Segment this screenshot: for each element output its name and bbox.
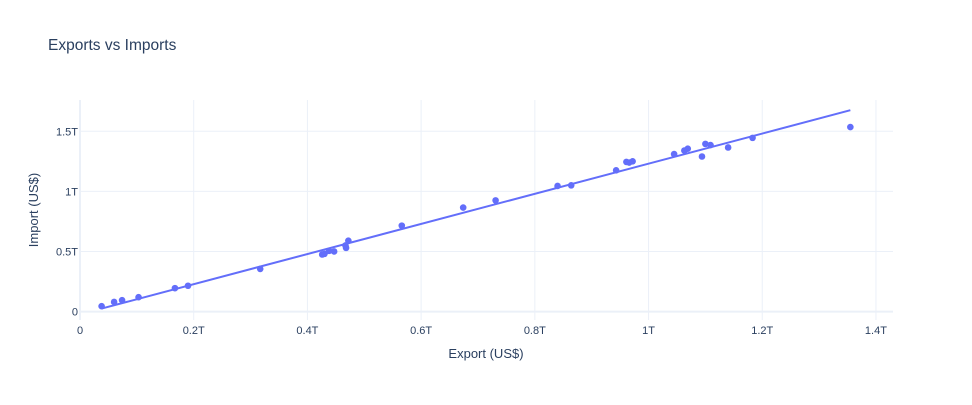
y-tick-label: 1T [65, 186, 78, 198]
data-point[interactable] [702, 140, 709, 148]
x-axis-title: Export (US$) [448, 346, 523, 361]
data-point[interactable] [698, 153, 706, 160]
trend-line [101, 109, 851, 310]
data-point[interactable] [554, 182, 561, 190]
y-axis-ticks: 0 0.5T 1T 1.5T [56, 126, 78, 318]
x-tick-label: 0.6T [410, 325, 432, 337]
data-point[interactable] [330, 248, 338, 255]
data-point[interactable] [459, 204, 467, 211]
data-point[interactable] [670, 150, 678, 158]
data-point[interactable] [684, 145, 692, 152]
chart-title: Exports vs Imports [48, 37, 177, 54]
data-point[interactable] [707, 141, 714, 149]
data-point[interactable] [847, 123, 854, 131]
x-tick-label: 1T [642, 325, 655, 337]
gridlines [79, 100, 893, 320]
data-point[interactable] [612, 167, 620, 174]
y-tick-label: 0.5T [56, 246, 78, 258]
data-point[interactable] [171, 284, 179, 292]
data-point[interactable] [184, 282, 192, 290]
data-point[interactable] [749, 134, 756, 142]
x-tick-label: 1.2T [751, 325, 773, 337]
data-point[interactable] [345, 237, 352, 244]
data-point[interactable] [110, 298, 118, 306]
y-tick-label: 1.5T [56, 126, 78, 138]
x-tick-label: 0.2T [183, 325, 205, 337]
data-point[interactable] [256, 265, 264, 273]
x-axis-ticks: 0 0.2T 0.4T 0.6T 0.8T 1T 1.2T 1.4T [77, 325, 887, 337]
data-point[interactable] [398, 222, 406, 229]
x-tick-label: 1.4T [865, 325, 887, 337]
series-layer [98, 109, 854, 310]
x-tick-label: 0.4T [296, 325, 318, 337]
data-point[interactable] [567, 182, 575, 189]
data-point[interactable] [135, 293, 142, 301]
data-point[interactable] [98, 302, 105, 310]
y-axis-title: Import (US$) [26, 173, 41, 247]
x-tick-label: 0.8T [524, 325, 546, 337]
data-point[interactable] [342, 244, 350, 252]
data-point[interactable] [118, 296, 126, 304]
data-point[interactable] [325, 247, 333, 255]
x-tick-label: 0 [77, 325, 83, 337]
data-point[interactable] [629, 158, 636, 165]
data-point[interactable] [724, 144, 732, 151]
y-tick-label: 0 [72, 307, 78, 319]
data-point[interactable] [492, 197, 499, 204]
